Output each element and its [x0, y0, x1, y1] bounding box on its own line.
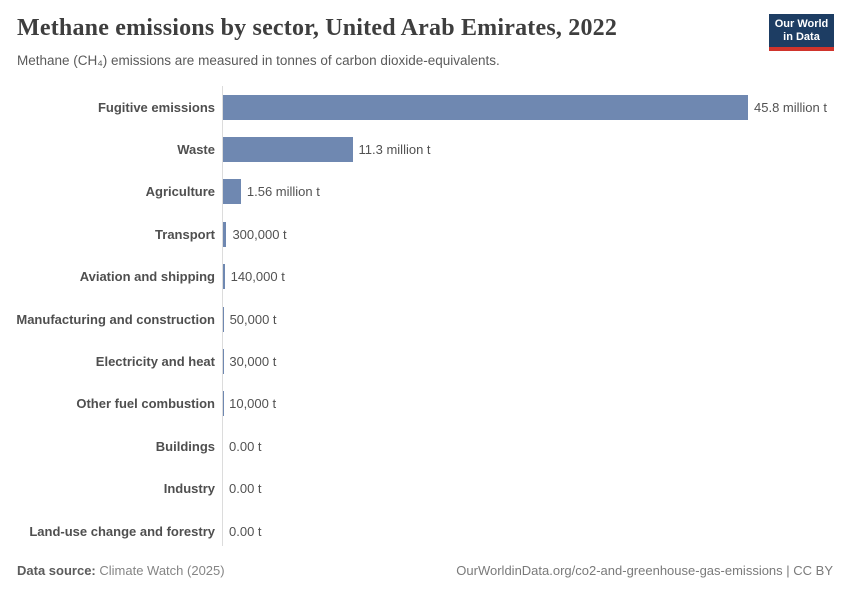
chart-row: Aviation and shipping 140,000 t	[0, 256, 850, 298]
category-label: Industry	[163, 481, 215, 497]
category-label: Buildings	[155, 438, 215, 454]
bar-zone: 45.8 million t	[223, 94, 850, 120]
chart-row: Other fuel combustion 10,000 t	[0, 383, 850, 425]
value-label: 45.8 million t	[754, 99, 827, 115]
category-label: Electricity and heat	[95, 354, 215, 370]
chart-row: Waste 11.3 million t	[0, 128, 850, 170]
owid-logo-line2: in Data	[783, 31, 820, 43]
category-label: Transport	[155, 226, 215, 242]
bar-zone: 30,000 t	[223, 349, 850, 375]
value-label: 1.56 million t	[246, 184, 320, 200]
bar-zone: 11.3 million t	[223, 137, 850, 163]
bar-zone: 10,000 t	[223, 391, 850, 417]
chart-row: Industry 0.00 t	[0, 468, 850, 510]
bar[interactable]	[223, 94, 748, 120]
bar-zone: 140,000 t	[223, 264, 850, 290]
bar-zone: 0.00 t	[223, 476, 850, 501]
chart-row: Electricity and heat 30,000 t	[0, 340, 850, 382]
value-label: 30,000 t	[229, 354, 277, 370]
bar[interactable]	[223, 306, 224, 332]
value-label: 140,000 t	[230, 269, 285, 285]
value-label: 0.00 t	[229, 523, 262, 539]
category-label: Fugitive emissions	[97, 99, 215, 115]
owid-logo-line1: Our World	[774, 18, 829, 30]
category-label: Land-use change and forestry	[29, 523, 215, 539]
data-source-note: Data source: Climate Watch (2025)	[17, 563, 225, 578]
bar[interactable]	[223, 221, 227, 247]
chart-footer: Data source: Climate Watch (2025) OurWor…	[17, 563, 833, 578]
owid-logo[interactable]: Our World in Data	[769, 14, 834, 51]
chart-row: Fugitive emissions 45.8 million t	[0, 86, 850, 128]
bar-zone: 50,000 t	[223, 306, 850, 332]
value-label: 300,000 t	[232, 226, 287, 242]
chart-row: Agriculture 1.56 million t	[0, 171, 850, 213]
category-label: Manufacturing and construction	[16, 311, 215, 327]
bar-chart: Fugitive emissions 45.8 million t Waste 11.…	[0, 86, 850, 552]
chart-subtitle: Methane (CH₄) emissions are measured in …	[17, 53, 500, 68]
category-label: Agriculture	[145, 184, 215, 200]
bar[interactable]	[223, 264, 225, 290]
chart-row: Manufacturing and construction 50,000 t	[0, 298, 850, 340]
chart-row: Land-use change and forestry 0.00 t	[0, 510, 850, 552]
value-label: 11.3 million t	[358, 142, 431, 158]
chart-row: Transport 300,000 t	[0, 213, 850, 255]
bar-zone: 0.00 t	[223, 434, 850, 459]
owid-url-link[interactable]: OurWorldinData.org/co2-and-greenhouse-ga…	[456, 563, 833, 578]
bar-zone: 300,000 t	[223, 221, 850, 247]
bar-zone: 1.56 million t	[223, 179, 850, 205]
value-label: 10,000 t	[229, 396, 277, 412]
page-title: Methane emissions by sector, United Arab…	[17, 15, 618, 41]
category-label: Aviation and shipping	[79, 269, 215, 285]
value-label: 50,000 t	[229, 311, 277, 327]
data-source-value: Climate Watch (2025)	[95, 563, 225, 578]
chart-row: Buildings 0.00 t	[0, 425, 850, 467]
category-label: Other fuel combustion	[76, 396, 215, 412]
y-axis-line	[222, 86, 223, 546]
value-label: 0.00 t	[229, 438, 262, 454]
bar-zone: 0.00 t	[223, 519, 850, 544]
chart-rows: Fugitive emissions 45.8 million t Waste 11.…	[0, 86, 850, 552]
bar[interactable]	[223, 179, 241, 205]
data-source-label: Data source:	[17, 563, 96, 578]
category-label: Waste	[177, 142, 215, 158]
bar[interactable]	[223, 137, 353, 163]
value-label: 0.00 t	[229, 481, 262, 497]
